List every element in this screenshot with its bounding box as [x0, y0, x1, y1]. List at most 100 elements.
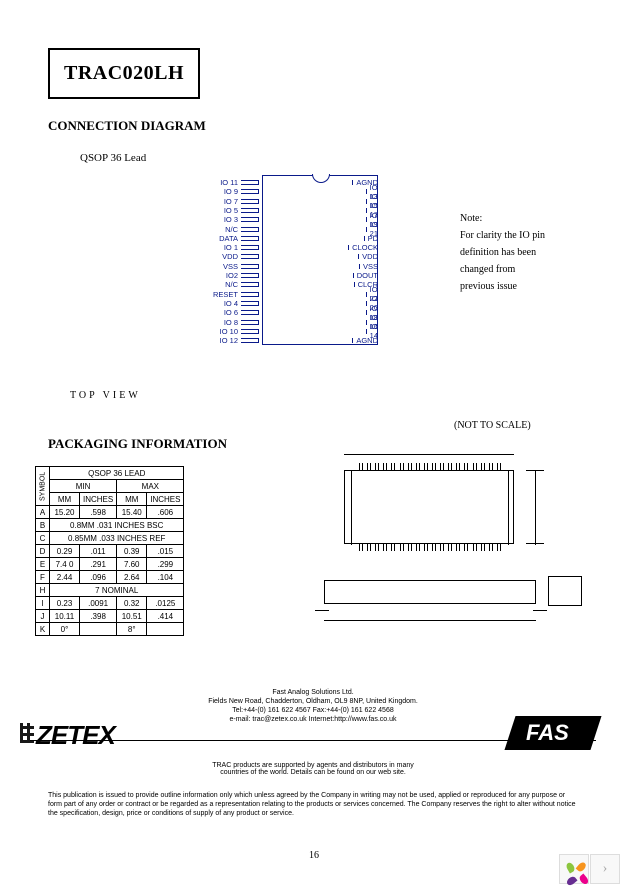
row-symbol: H [36, 584, 50, 597]
pin-left: VDD [195, 252, 259, 261]
pin-label: IO 5 [195, 206, 241, 215]
cell: .291 [80, 558, 117, 571]
table-row: D0.29.0110.39.015 [36, 545, 184, 558]
cell: .096 [80, 571, 117, 584]
pin-left: IO2 [195, 271, 259, 280]
logo-row: ZETEX [30, 720, 596, 756]
pin-label: IO 12 [195, 336, 241, 345]
cell: .606 [147, 506, 184, 519]
note-line: changed from [460, 261, 545, 278]
row-symbol: E [36, 558, 50, 571]
note-line: definition has been [460, 244, 545, 261]
pin-left: IO 8 [195, 318, 259, 327]
pin-left: IO 9 [195, 187, 259, 196]
cell: .011 [80, 545, 117, 558]
table-row: H7 NOMINAL [36, 584, 184, 597]
dim-line [344, 454, 514, 455]
pkg-top-view [344, 470, 514, 544]
pin-label: N/C [195, 280, 241, 289]
in-header: INCHES [80, 493, 117, 506]
table-row: K0° 8° [36, 623, 184, 636]
mm-header: MM [50, 493, 80, 506]
table-row: F2.44.0962.64.104 [36, 571, 184, 584]
dim-line [324, 620, 536, 621]
pin-label: N/C [195, 225, 241, 234]
pin-left: IO 11 [195, 178, 259, 187]
table-row: C0.85MM .033 INCHES REF [36, 532, 184, 545]
top-view-label: TOP VIEW [70, 390, 141, 401]
pin-left: DATA [195, 234, 259, 243]
company-name: Fast Analog Solutions Ltd. [30, 688, 596, 697]
pkg-title: QSOP 36 LEAD [50, 467, 184, 480]
cell [147, 623, 184, 636]
pin-label: VSS [195, 262, 241, 271]
cell: 0.29 [50, 545, 80, 558]
cell: 0° [50, 623, 80, 636]
cell: 2.64 [117, 571, 147, 584]
pin-label: IO 4 [195, 299, 241, 308]
pin-left: RESET [195, 290, 259, 299]
row-symbol: K [36, 623, 50, 636]
max-header: MAX [117, 480, 184, 493]
mm-header: MM [117, 493, 147, 506]
cell: 15.40 [117, 506, 147, 519]
address: Fields New Road, Chadderton, Oldham, OL9… [30, 697, 596, 706]
pin-label: AGND [353, 336, 378, 345]
pin-label: VSS [360, 262, 378, 271]
connection-heading: CONNECTION DIAGRAM [48, 118, 206, 134]
cell: 2.44 [50, 571, 80, 584]
cell: .598 [80, 506, 117, 519]
pin-label: IO 6 [195, 308, 241, 317]
cell: .299 [147, 558, 184, 571]
row-symbol: F [36, 571, 50, 584]
nav-logo-button[interactable] [559, 854, 589, 884]
dim-line [526, 470, 544, 544]
page-number: 16 [0, 850, 628, 861]
note-line: previous issue [460, 278, 545, 295]
cell: 7.60 [117, 558, 147, 571]
package-drawing [304, 460, 596, 666]
qsop-label: QSOP 36 Lead [80, 152, 146, 164]
in-header: INCHES [147, 493, 184, 506]
pin-label: DATA [195, 234, 241, 243]
pin-left: IO 4 [195, 299, 259, 308]
part-number: TRAC020LH [64, 62, 184, 84]
packaging-table: SYMBOL QSOP 36 LEAD MIN MAX MM INCHES MM… [35, 466, 184, 636]
table-row: A15.20.59815.40.606 [36, 506, 184, 519]
packaging-heading: PACKAGING INFORMATION [48, 436, 227, 452]
cell: .104 [147, 571, 184, 584]
cell: 0.32 [117, 597, 147, 610]
table-row: I0.23.00910.32.0125 [36, 597, 184, 610]
cell [80, 623, 117, 636]
flower-icon [565, 860, 583, 878]
pin-left: N/C [195, 280, 259, 289]
cell: 8° [117, 623, 147, 636]
tel-fax: Tel:+44-(0) 161 622 4567 Fax:+44-(0) 161… [30, 706, 596, 715]
cell: .0125 [147, 597, 184, 610]
note-heading: Note: [460, 210, 545, 227]
cell: 10.11 [50, 610, 80, 623]
pin-label: IO2 [195, 271, 241, 280]
cell: .0091 [80, 597, 117, 610]
table-row: E7.4 0.2917.60.299 [36, 558, 184, 571]
row-symbol: D [36, 545, 50, 558]
note-line: For clarity the IO pin [460, 227, 545, 244]
zetex-logo: ZETEX [36, 720, 115, 751]
pin-label: IO 3 [195, 215, 241, 224]
pin-label: IO 10 [195, 327, 241, 336]
row-span: 0.85MM .033 INCHES REF [50, 532, 184, 545]
pin-label: IO 8 [195, 318, 241, 327]
cell: .414 [147, 610, 184, 623]
pin-label: IO 1 [195, 243, 241, 252]
pin-left: IO 3 [195, 215, 259, 224]
title-box: TRAC020LH [48, 48, 200, 99]
pin-left: IO 1 [195, 243, 259, 252]
cell: .015 [147, 545, 184, 558]
cell: 7.4 0 [50, 558, 80, 571]
symbol-header: SYMBOL [36, 467, 50, 506]
next-button[interactable]: › [590, 854, 620, 884]
pin-label: RESET [195, 290, 241, 299]
pin-label: CLOCK [349, 243, 378, 252]
note-block: Note: For clarity the IO pin definition … [460, 210, 545, 295]
cell: 15.20 [50, 506, 80, 519]
